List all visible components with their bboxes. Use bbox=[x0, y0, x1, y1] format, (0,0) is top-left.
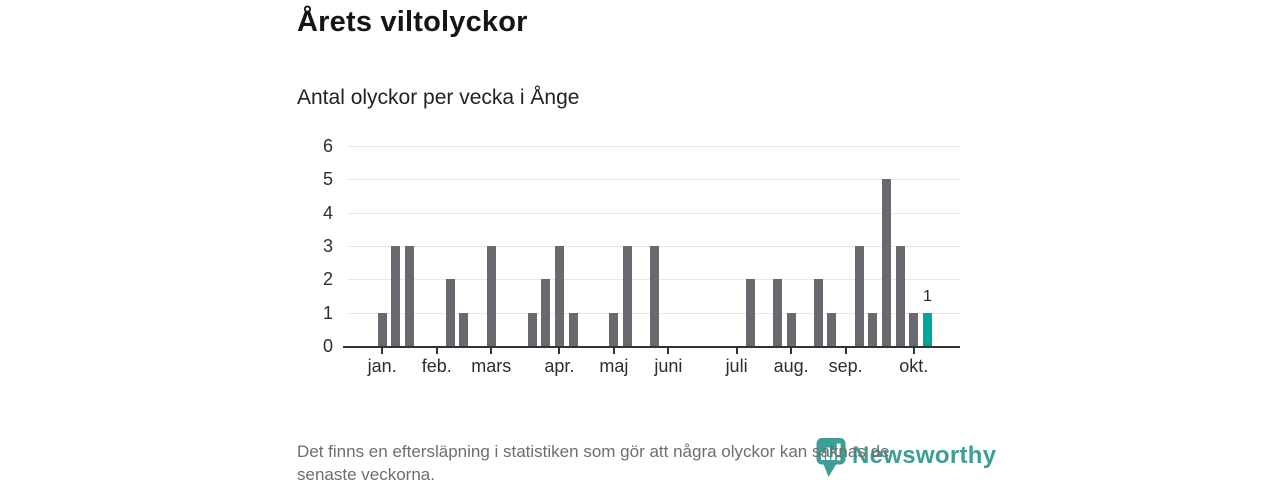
plot-area: 1 bbox=[343, 146, 960, 348]
x-axis-tick bbox=[381, 348, 384, 354]
y-axis-label: 2 bbox=[322, 269, 333, 290]
x-axis-label: apr. bbox=[544, 356, 575, 376]
bar-week-41 bbox=[922, 312, 932, 346]
bar-week-13 bbox=[541, 279, 551, 346]
bar-week-37 bbox=[868, 312, 878, 346]
y-axis-label: 1 bbox=[322, 302, 333, 323]
chart-subtitle: Antal olyckor per vecka i Ånge bbox=[297, 86, 580, 109]
x-axis-label: okt. bbox=[899, 356, 929, 376]
y-axis-label: 5 bbox=[322, 169, 333, 190]
bar-week-30 bbox=[772, 279, 782, 346]
gridline bbox=[347, 179, 960, 181]
bar-week-31 bbox=[786, 312, 796, 346]
bar-week-12 bbox=[527, 312, 537, 346]
y-axis-label: 6 bbox=[322, 136, 333, 156]
x-axis-tick bbox=[844, 348, 847, 354]
x-axis-label: juni bbox=[654, 356, 683, 376]
footnote-line: Det finns en eftersläpning i statistiken… bbox=[297, 442, 890, 461]
x-axis-tick bbox=[735, 348, 738, 354]
x-axis-tick bbox=[667, 348, 670, 354]
y-axis-label: 3 bbox=[322, 236, 333, 256]
bar-week-28 bbox=[745, 279, 755, 346]
x-axis-label: aug. bbox=[773, 356, 809, 376]
x-axis-label: juli bbox=[725, 356, 748, 376]
x-axis-tick bbox=[612, 348, 615, 354]
x-axis-label: feb. bbox=[421, 356, 452, 376]
x-axis-label: jan. bbox=[367, 356, 397, 376]
bar-week-36 bbox=[854, 246, 864, 346]
gridline bbox=[347, 212, 960, 214]
x-axis-tick bbox=[435, 348, 438, 354]
bar-week-6 bbox=[445, 279, 455, 346]
x-axis-tick bbox=[790, 348, 793, 354]
bar-week-38 bbox=[882, 179, 891, 346]
bar-week-40 bbox=[909, 312, 919, 346]
x-axis-tick bbox=[558, 348, 561, 354]
newsworthy-wordmark: Newsworthy bbox=[852, 442, 997, 469]
bar-week-39 bbox=[895, 246, 905, 346]
newsworthy-logo: Newsworthy bbox=[816, 437, 996, 478]
bar-week-33 bbox=[813, 279, 823, 346]
x-axis-label: sep. bbox=[828, 356, 863, 376]
bar-week-18 bbox=[609, 312, 619, 346]
y-axis-label: 4 bbox=[322, 202, 333, 223]
gridline bbox=[347, 146, 960, 147]
x-axis-label: maj bbox=[599, 356, 629, 376]
x-axis: jan. feb. mars apr. maj juni juli aug. sep. okt. bbox=[347, 346, 960, 386]
chart-title: Årets viltolyckor bbox=[297, 6, 528, 38]
x-axis-tick bbox=[912, 348, 915, 354]
y-axis: 0 1 2 3 4 5 6 bbox=[293, 136, 333, 356]
bar-week-2 bbox=[391, 246, 401, 346]
x-axis-tick bbox=[490, 348, 493, 354]
footnote-line: senaste veckorna. bbox=[297, 465, 435, 480]
x-axis-label: mars bbox=[471, 356, 512, 376]
x-axis-line bbox=[343, 346, 960, 348]
bar-chart: 0 1 2 3 4 5 6 1 jan. feb. mars apr. maj juni juli aug… bbox=[323, 136, 960, 376]
bar-week-1 bbox=[377, 312, 387, 346]
footnote: Det finns en eftersläpning i statistiken… bbox=[297, 440, 889, 480]
bar-week-15 bbox=[568, 312, 578, 346]
bar-week-14 bbox=[554, 246, 564, 346]
y-axis-label: 0 bbox=[322, 336, 333, 356]
bar-week-7 bbox=[459, 312, 469, 346]
bar-week-3 bbox=[404, 246, 414, 346]
bar-week-19 bbox=[623, 246, 633, 346]
bar-week-21 bbox=[650, 246, 660, 346]
bar-value-label: 1 bbox=[922, 287, 932, 305]
bar-chart-marker-icon bbox=[816, 438, 846, 477]
bar-week-9 bbox=[486, 246, 496, 346]
bar-week-34 bbox=[827, 312, 837, 346]
